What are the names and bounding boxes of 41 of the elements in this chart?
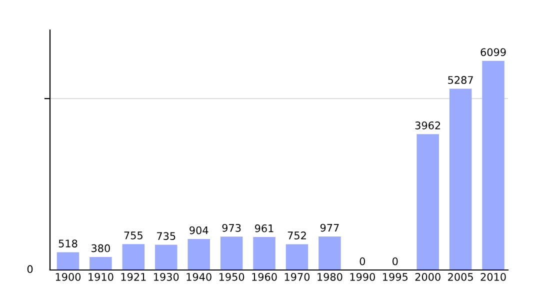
x-tick-label: 1980 bbox=[318, 272, 342, 281]
data-label: 752 bbox=[288, 232, 306, 240]
data-label: 735 bbox=[157, 232, 176, 240]
x-tick-label: 1940 bbox=[186, 272, 212, 281]
data-label: 6099 bbox=[480, 48, 506, 56]
data-label: 0 bbox=[392, 257, 398, 266]
x-tick-label: 1950 bbox=[219, 272, 244, 281]
bar bbox=[155, 244, 178, 270]
data-label: 380 bbox=[92, 244, 110, 252]
x-tick-label: 1960 bbox=[252, 272, 277, 281]
data-label: 0 bbox=[360, 257, 366, 266]
bar bbox=[318, 236, 341, 270]
bar bbox=[286, 244, 308, 270]
bar bbox=[253, 237, 276, 270]
data-label: 904 bbox=[190, 226, 208, 234]
data-label: 3962 bbox=[415, 121, 440, 130]
bar bbox=[188, 239, 210, 270]
data-label: 977 bbox=[320, 224, 339, 232]
bar bbox=[416, 134, 439, 270]
bar bbox=[122, 244, 145, 270]
x-tick-label: 2005 bbox=[448, 272, 473, 281]
x-tick-label: 2010 bbox=[480, 272, 506, 281]
bar bbox=[90, 256, 112, 270]
x-tick-label: 1970 bbox=[284, 272, 310, 281]
bar bbox=[482, 60, 504, 270]
x-tick-label: 1921 bbox=[121, 272, 146, 281]
x-tick-label: 1995 bbox=[383, 272, 408, 281]
x-tick-label: 1910 bbox=[88, 272, 114, 281]
data-label: 755 bbox=[124, 232, 142, 240]
bar bbox=[56, 252, 80, 270]
bar bbox=[449, 88, 472, 270]
x-tick-label: 1990 bbox=[350, 272, 375, 281]
data-label: 961 bbox=[254, 224, 274, 232]
x-tick-label: 1930 bbox=[154, 272, 179, 281]
x-tick-label: 1900 bbox=[56, 272, 81, 281]
data-label: 518 bbox=[58, 240, 78, 248]
data-label: 973 bbox=[222, 224, 241, 232]
bar bbox=[220, 236, 243, 270]
x-tick-label: 2000 bbox=[415, 272, 440, 281]
text: 0 bbox=[27, 265, 33, 274]
data-label: 5287 bbox=[448, 76, 473, 84]
